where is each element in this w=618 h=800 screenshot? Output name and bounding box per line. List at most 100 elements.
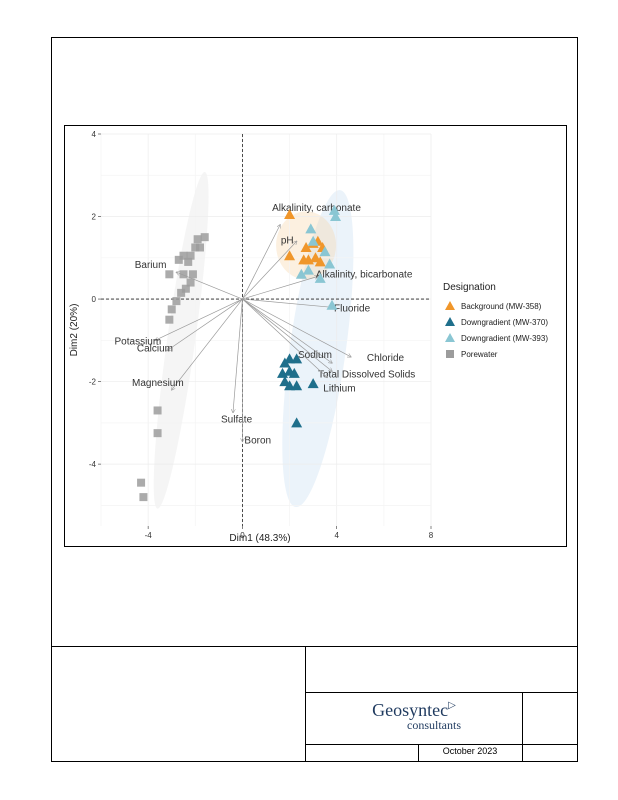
vector-label: Alkalinity, carbonate [272, 203, 361, 214]
mw393-ellipse [282, 190, 354, 508]
titleblock-rule [305, 744, 578, 745]
vector-arrow [167, 298, 243, 351]
vector-label: Lithium [323, 383, 355, 394]
y-tick-label: -2 [89, 378, 97, 387]
porewater-point [172, 297, 181, 306]
well-point [291, 417, 303, 428]
vector-label: Alkalinity, bicarbonate [316, 269, 413, 280]
pca-biplot-frame: -4 0 4 8 -4 -2 0 2 4 Alkalinity, carbonate pH Alka… [64, 125, 567, 547]
data-points [137, 204, 342, 502]
porewater-point [184, 257, 193, 266]
titleblock-divider [418, 744, 419, 762]
well-point [307, 235, 319, 246]
legend-key [445, 301, 455, 310]
well-point [279, 376, 291, 387]
porewater-point [137, 478, 146, 487]
company-logo: Geosyntec▷ consultants [306, 700, 522, 733]
y-tick-label: 4 [92, 130, 97, 139]
vector-label: Sulfate [221, 415, 253, 426]
well-point [310, 252, 321, 263]
porewater-point [179, 251, 188, 260]
porewater-point [196, 243, 204, 252]
well-point [314, 272, 326, 283]
porewater-point [188, 270, 197, 279]
well-point [328, 204, 340, 215]
vector-label: Boron [244, 435, 271, 446]
x-tick-label: 0 [240, 531, 245, 540]
vector-label: Fluoride [334, 303, 371, 314]
porewater-point [177, 288, 186, 297]
titleblock-top-rule [51, 646, 578, 647]
logo-triangle-icon: ▷ [448, 700, 456, 711]
vector-label: Calcium [137, 344, 173, 355]
well-point [305, 223, 317, 234]
well-point [326, 299, 338, 310]
legend-label: Background (MW-358) [461, 302, 542, 311]
vector-arrow [242, 298, 327, 377]
x-tick-label: -4 [145, 531, 153, 540]
well-point [307, 378, 319, 389]
well-point [284, 250, 296, 261]
porewater-point [193, 235, 202, 244]
vector-arrow [242, 298, 332, 371]
vector-label: Barium [135, 260, 167, 271]
well-point [291, 353, 303, 364]
titleblock-divider [305, 646, 306, 762]
y-tick-label: 0 [92, 295, 97, 304]
titleblock-rule [305, 692, 578, 693]
vector-label: Chloride [367, 353, 405, 364]
grid [100, 133, 432, 526]
porewater-point [186, 251, 195, 260]
porewater-point [181, 284, 190, 293]
legend-label: Downgradient (MW-393) [461, 334, 548, 343]
drawing-sheet [51, 37, 578, 762]
porewater-point [200, 233, 209, 242]
porewater-point [165, 270, 174, 279]
y-axis-label: Dim2 (20%) [69, 304, 80, 357]
porewater-point [139, 493, 148, 502]
well-point [319, 246, 331, 257]
drawing-date: October 2023 [442, 746, 498, 756]
well-point [284, 380, 296, 391]
well-point [302, 264, 314, 275]
well-point [300, 241, 312, 252]
porewater-point [191, 243, 200, 252]
titleblock-divider [522, 692, 523, 762]
axes: -4 0 4 8 -4 -2 0 2 4 [89, 130, 434, 540]
x-tick-label: 8 [429, 531, 434, 540]
vector-label: Sodium [298, 350, 332, 361]
well-point [284, 208, 296, 219]
vector-arrow [242, 298, 332, 363]
legend-title: Designation [443, 282, 496, 293]
vector-arrow [233, 299, 243, 412]
y-tick-label: -4 [89, 460, 97, 469]
porewater-point [167, 305, 176, 314]
x-axis-label: Dim1 (48.3%) [229, 533, 290, 544]
vector-arrow [242, 298, 350, 357]
legend-key [446, 350, 454, 358]
vector-arrow [242, 225, 280, 300]
vector-arrow [155, 298, 243, 340]
porewater-point [174, 255, 183, 264]
legend-label: Downgradient (MW-370) [461, 318, 548, 327]
variable-vectors: Alkalinity, carbonate pH Alkalinity, bicar… [115, 203, 416, 447]
x-tick-label: 4 [334, 531, 339, 540]
vector-label: Potassium [115, 336, 162, 347]
porewater-point [186, 278, 195, 287]
porewater-point [179, 270, 188, 279]
well-point [324, 258, 336, 269]
well-point [291, 380, 303, 391]
well-point [295, 268, 307, 279]
vector-label: Total Dissolved Solids [318, 369, 415, 380]
porewater-point [165, 315, 174, 324]
well-point [284, 353, 296, 364]
porewater-point [153, 406, 162, 415]
well-point [288, 367, 300, 378]
vector-label: Magnesium [132, 378, 184, 389]
vector-arrow [242, 241, 296, 300]
company-subtitle: consultants [407, 718, 461, 732]
legend-key [445, 333, 455, 342]
well-point [314, 256, 326, 267]
well-point [298, 254, 310, 265]
